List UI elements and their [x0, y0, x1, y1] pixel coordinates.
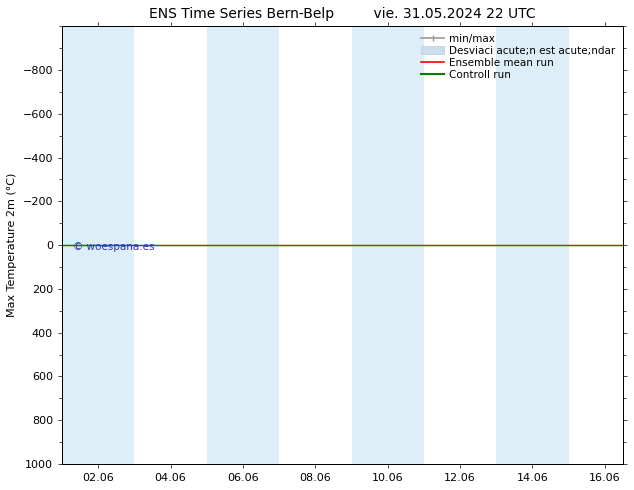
Bar	[62, 26, 134, 464]
Bar	[207, 26, 279, 464]
Bar	[351, 26, 424, 464]
Legend: min/max, Desviaci acute;n est acute;ndar, Ensemble mean run, Controll run: min/max, Desviaci acute;n est acute;ndar…	[419, 31, 618, 82]
Title: ENS Time Series Bern-Belp         vie. 31.05.2024 22 UTC: ENS Time Series Bern-Belp vie. 31.05.202…	[149, 7, 536, 21]
Text: © woespana.es: © woespana.es	[74, 243, 155, 252]
Y-axis label: Max Temperature 2m (°C): Max Temperature 2m (°C)	[7, 173, 17, 318]
Bar	[496, 26, 569, 464]
